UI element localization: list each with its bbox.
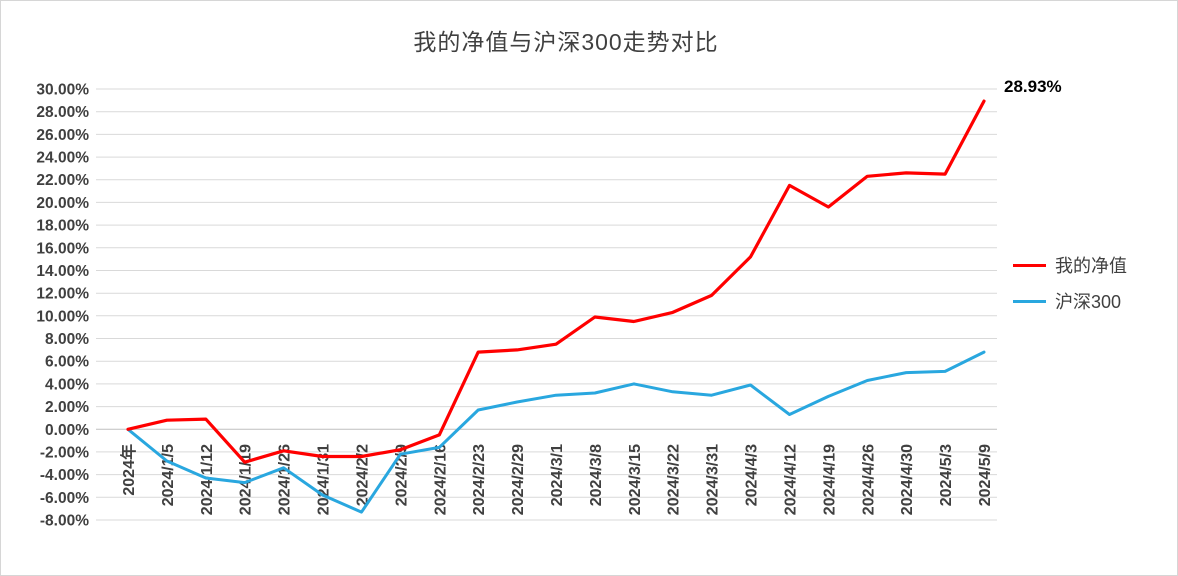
legend-item-csi300: 沪深300 [1013, 283, 1127, 319]
svg-text:2024/4/26: 2024/4/26 [860, 444, 877, 515]
legend-line-swatch-red [1013, 263, 1046, 267]
svg-text:2024/3/22: 2024/3/22 [666, 444, 683, 515]
svg-text:22.00%: 22.00% [36, 172, 89, 189]
legend-label-csi300: 沪深300 [1055, 292, 1122, 312]
svg-text:4.00%: 4.00% [45, 376, 89, 393]
svg-text:-6.00%: -6.00% [40, 490, 89, 507]
svg-text:2024/4/12: 2024/4/12 [783, 444, 800, 515]
legend-label-my-net-value: 我的净值 [1055, 256, 1127, 276]
chart-title: 我的净值与沪深300走势对比 [413, 29, 719, 55]
svg-text:14.00%: 14.00% [36, 263, 89, 280]
svg-text:2024/2/23: 2024/2/23 [471, 444, 488, 515]
svg-text:2024/2/29: 2024/2/29 [510, 444, 527, 515]
series-line-1 [126, 350, 986, 514]
svg-text:2024/5/9: 2024/5/9 [977, 444, 994, 506]
legend-line-swatch-blue [1013, 299, 1046, 303]
chart-legend: 我的净值 沪深300 [1013, 247, 1127, 319]
svg-text:2024年: 2024年 [119, 444, 138, 496]
svg-text:2024/3/31: 2024/3/31 [705, 444, 722, 515]
svg-text:2024/2/16: 2024/2/16 [432, 444, 449, 515]
svg-text:2024/4/30: 2024/4/30 [899, 444, 916, 515]
y-axis-labels: 30.00% 28.00% 26.00% 24.00% 22.00% 20.00% 18.0… [36, 82, 89, 530]
svg-text:6.00%: 6.00% [45, 354, 89, 371]
svg-text:-2.00%: -2.00% [40, 444, 89, 461]
svg-text:10.00%: 10.00% [36, 308, 89, 325]
svg-text:20.00%: 20.00% [36, 195, 89, 212]
svg-text:-8.00%: -8.00% [40, 513, 89, 530]
gridlines [96, 88, 997, 521]
svg-text:0.00%: 0.00% [45, 422, 89, 439]
svg-text:28.00%: 28.00% [36, 104, 89, 121]
series-line-0 [126, 99, 986, 464]
svg-text:2024/3/1: 2024/3/1 [549, 444, 566, 506]
svg-text:2024/3/8: 2024/3/8 [588, 444, 605, 506]
svg-text:24.00%: 24.00% [36, 150, 89, 167]
svg-text:30.00%: 30.00% [36, 82, 89, 99]
svg-text:18.00%: 18.00% [36, 218, 89, 235]
svg-text:-4.00%: -4.00% [40, 467, 89, 484]
svg-text:2024/1/26: 2024/1/26 [277, 444, 294, 515]
svg-text:2024/1/5: 2024/1/5 [160, 444, 177, 506]
svg-text:2024/4/3: 2024/4/3 [744, 444, 761, 506]
svg-text:8.00%: 8.00% [45, 331, 89, 348]
legend-item-my-net-value: 我的净值 [1013, 247, 1127, 283]
svg-text:16.00%: 16.00% [36, 240, 89, 257]
svg-text:2024/4/19: 2024/4/19 [821, 444, 838, 515]
svg-text:26.00%: 26.00% [36, 127, 89, 144]
final-value-data-label: 28.93% [1004, 77, 1062, 96]
svg-text:12.00%: 12.00% [36, 286, 89, 303]
svg-text:2024/5/3: 2024/5/3 [938, 444, 955, 506]
svg-text:2.00%: 2.00% [45, 399, 89, 416]
svg-text:2024/2/2: 2024/2/2 [355, 444, 372, 506]
svg-text:2024/3/15: 2024/3/15 [627, 444, 644, 515]
